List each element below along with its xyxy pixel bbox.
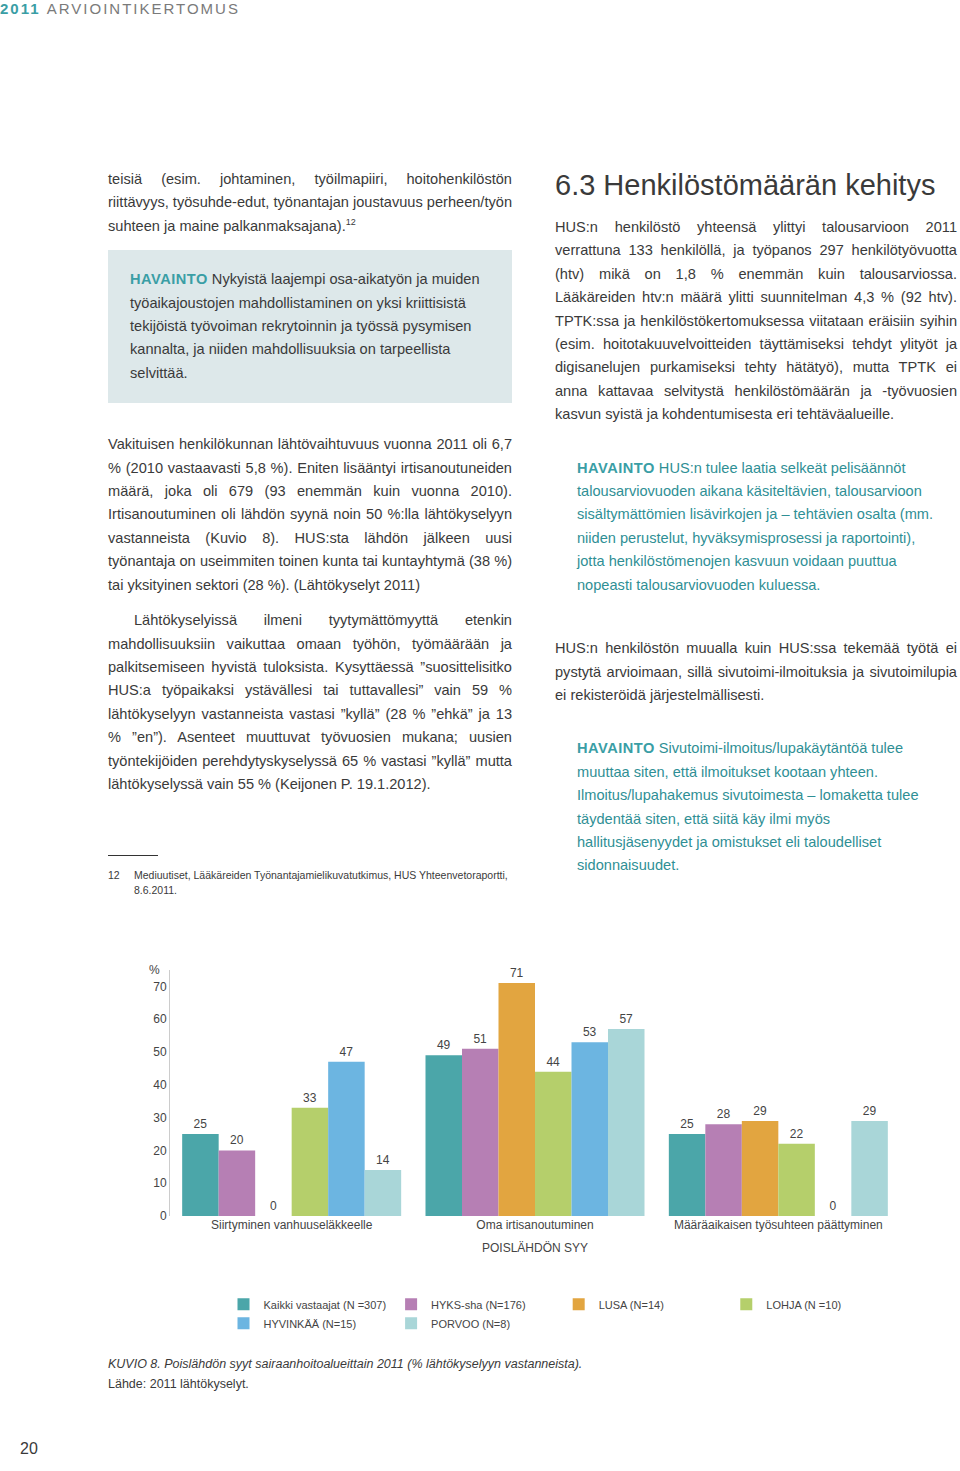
html-text:20: 20 — [20, 1440, 38, 1457]
svg-text:28: 28 — [717, 1107, 731, 1121]
html-text:HUS:n henkilöstön muualla kuin: HUS:n henkilöstön muualla kuin HUS:ssa t… — [555, 640, 957, 703]
svg-text:47: 47 — [340, 1045, 354, 1059]
svg-text:0: 0 — [160, 1209, 167, 1223]
html-text:Lähde: 2011 lähtökyselyt.: Lähde: 2011 lähtökyselyt. — [108, 1377, 249, 1391]
html-text:HAVAINTO Nykyistä laajempi osa: HAVAINTO Nykyistä laajempi osa-aikatyön … — [130, 271, 480, 381]
svg-text:49: 49 — [437, 1038, 451, 1052]
svg-text:51: 51 — [473, 1032, 487, 1046]
html-text:12: 12 — [108, 869, 120, 881]
svg-text:70: 70 — [153, 980, 167, 994]
svg-text:%: % — [149, 963, 160, 977]
html-text:teisiä (esim. johtaminen, työi: teisiä (esim. johtaminen, työilmapiiri, … — [108, 171, 512, 234]
svg-text:Siirtyminen vanhuuseläkkeelle: Siirtyminen vanhuuseläkkeelle — [211, 1218, 373, 1232]
svg-text:30: 30 — [153, 1111, 167, 1125]
svg-text:20: 20 — [230, 1133, 244, 1147]
svg-text:22: 22 — [790, 1127, 804, 1141]
svg-text:14: 14 — [376, 1153, 390, 1167]
html-text:6.3 Henkilöstömäärän kehitys: 6.3 Henkilöstömäärän kehitys — [555, 169, 936, 201]
svg-text:Oma irtisanoutuminen: Oma irtisanoutuminen — [476, 1218, 593, 1232]
svg-text:Määräaikaisen työsuhteen päätt: Määräaikaisen työsuhteen päättyminen — [674, 1218, 883, 1232]
svg-text:Kaikki vastaajat (N =307): Kaikki vastaajat (N =307) — [264, 1299, 387, 1311]
svg-text:10: 10 — [153, 1176, 167, 1190]
svg-text:HYVINKÄÄ (N=15): HYVINKÄÄ (N=15) — [264, 1318, 357, 1330]
svg-text:0: 0 — [830, 1199, 837, 1213]
html-text:Vakituisen henkilökunnan lähtö: Vakituisen henkilökunnan lähtövaihtuvuus… — [108, 436, 512, 593]
html-text:KUVIO 8. Poislähdön syyt saira: KUVIO 8. Poislähdön syyt sairaanhoitoalu… — [108, 1357, 583, 1371]
svg-text:50: 50 — [153, 1045, 167, 1059]
svg-text:29: 29 — [863, 1104, 877, 1118]
svg-text:25: 25 — [194, 1117, 208, 1131]
svg-text:33: 33 — [303, 1091, 317, 1105]
svg-text:71: 71 — [510, 966, 524, 980]
svg-text:44: 44 — [546, 1055, 560, 1069]
svg-text:0: 0 — [270, 1199, 277, 1213]
svg-text:25: 25 — [680, 1117, 694, 1131]
svg-text:29: 29 — [753, 1104, 767, 1118]
html-text:HUS:n henkilöstö yhteensä ylit: HUS:n henkilöstö yhteensä ylittyi talous… — [555, 219, 957, 423]
svg-text:PORVOO (N=8): PORVOO (N=8) — [431, 1318, 510, 1330]
html-text:2011 ARVIOINTIKERTOMUS: 2011 ARVIOINTIKERTOMUS — [0, 0, 240, 17]
svg-text:60: 60 — [153, 1012, 167, 1026]
svg-text:40: 40 — [153, 1078, 167, 1092]
html-text:HAVAINTO HUS:n tulee laatia se: HAVAINTO HUS:n tulee laatia selkeät peli… — [577, 459, 934, 593]
svg-text:LOHJA (N =10): LOHJA (N =10) — [766, 1299, 841, 1311]
svg-text:20: 20 — [153, 1144, 167, 1158]
svg-text:POISLÄHDÖN SYY: POISLÄHDÖN SYY — [482, 1241, 588, 1255]
svg-text:LUSA (N=14): LUSA (N=14) — [599, 1299, 664, 1311]
svg-text:57: 57 — [619, 1012, 633, 1026]
html-text:HAVAINTO Sivutoimi-ilmoitus/lu: HAVAINTO Sivutoimi-ilmoitus/lupakäytäntö… — [577, 740, 919, 874]
svg-text:HYKS-sha (N=176): HYKS-sha (N=176) — [431, 1299, 525, 1311]
html-text:Mediuutiset, Lääkäreiden Työna: Mediuutiset, Lääkäreiden Työnantajamieli… — [134, 869, 508, 896]
svg-text:53: 53 — [583, 1025, 597, 1039]
html-text:Lähtökyselyissä ilmeni tyytymä: Lähtökyselyissä ilmeni tyytymättömyyttä … — [108, 612, 512, 792]
